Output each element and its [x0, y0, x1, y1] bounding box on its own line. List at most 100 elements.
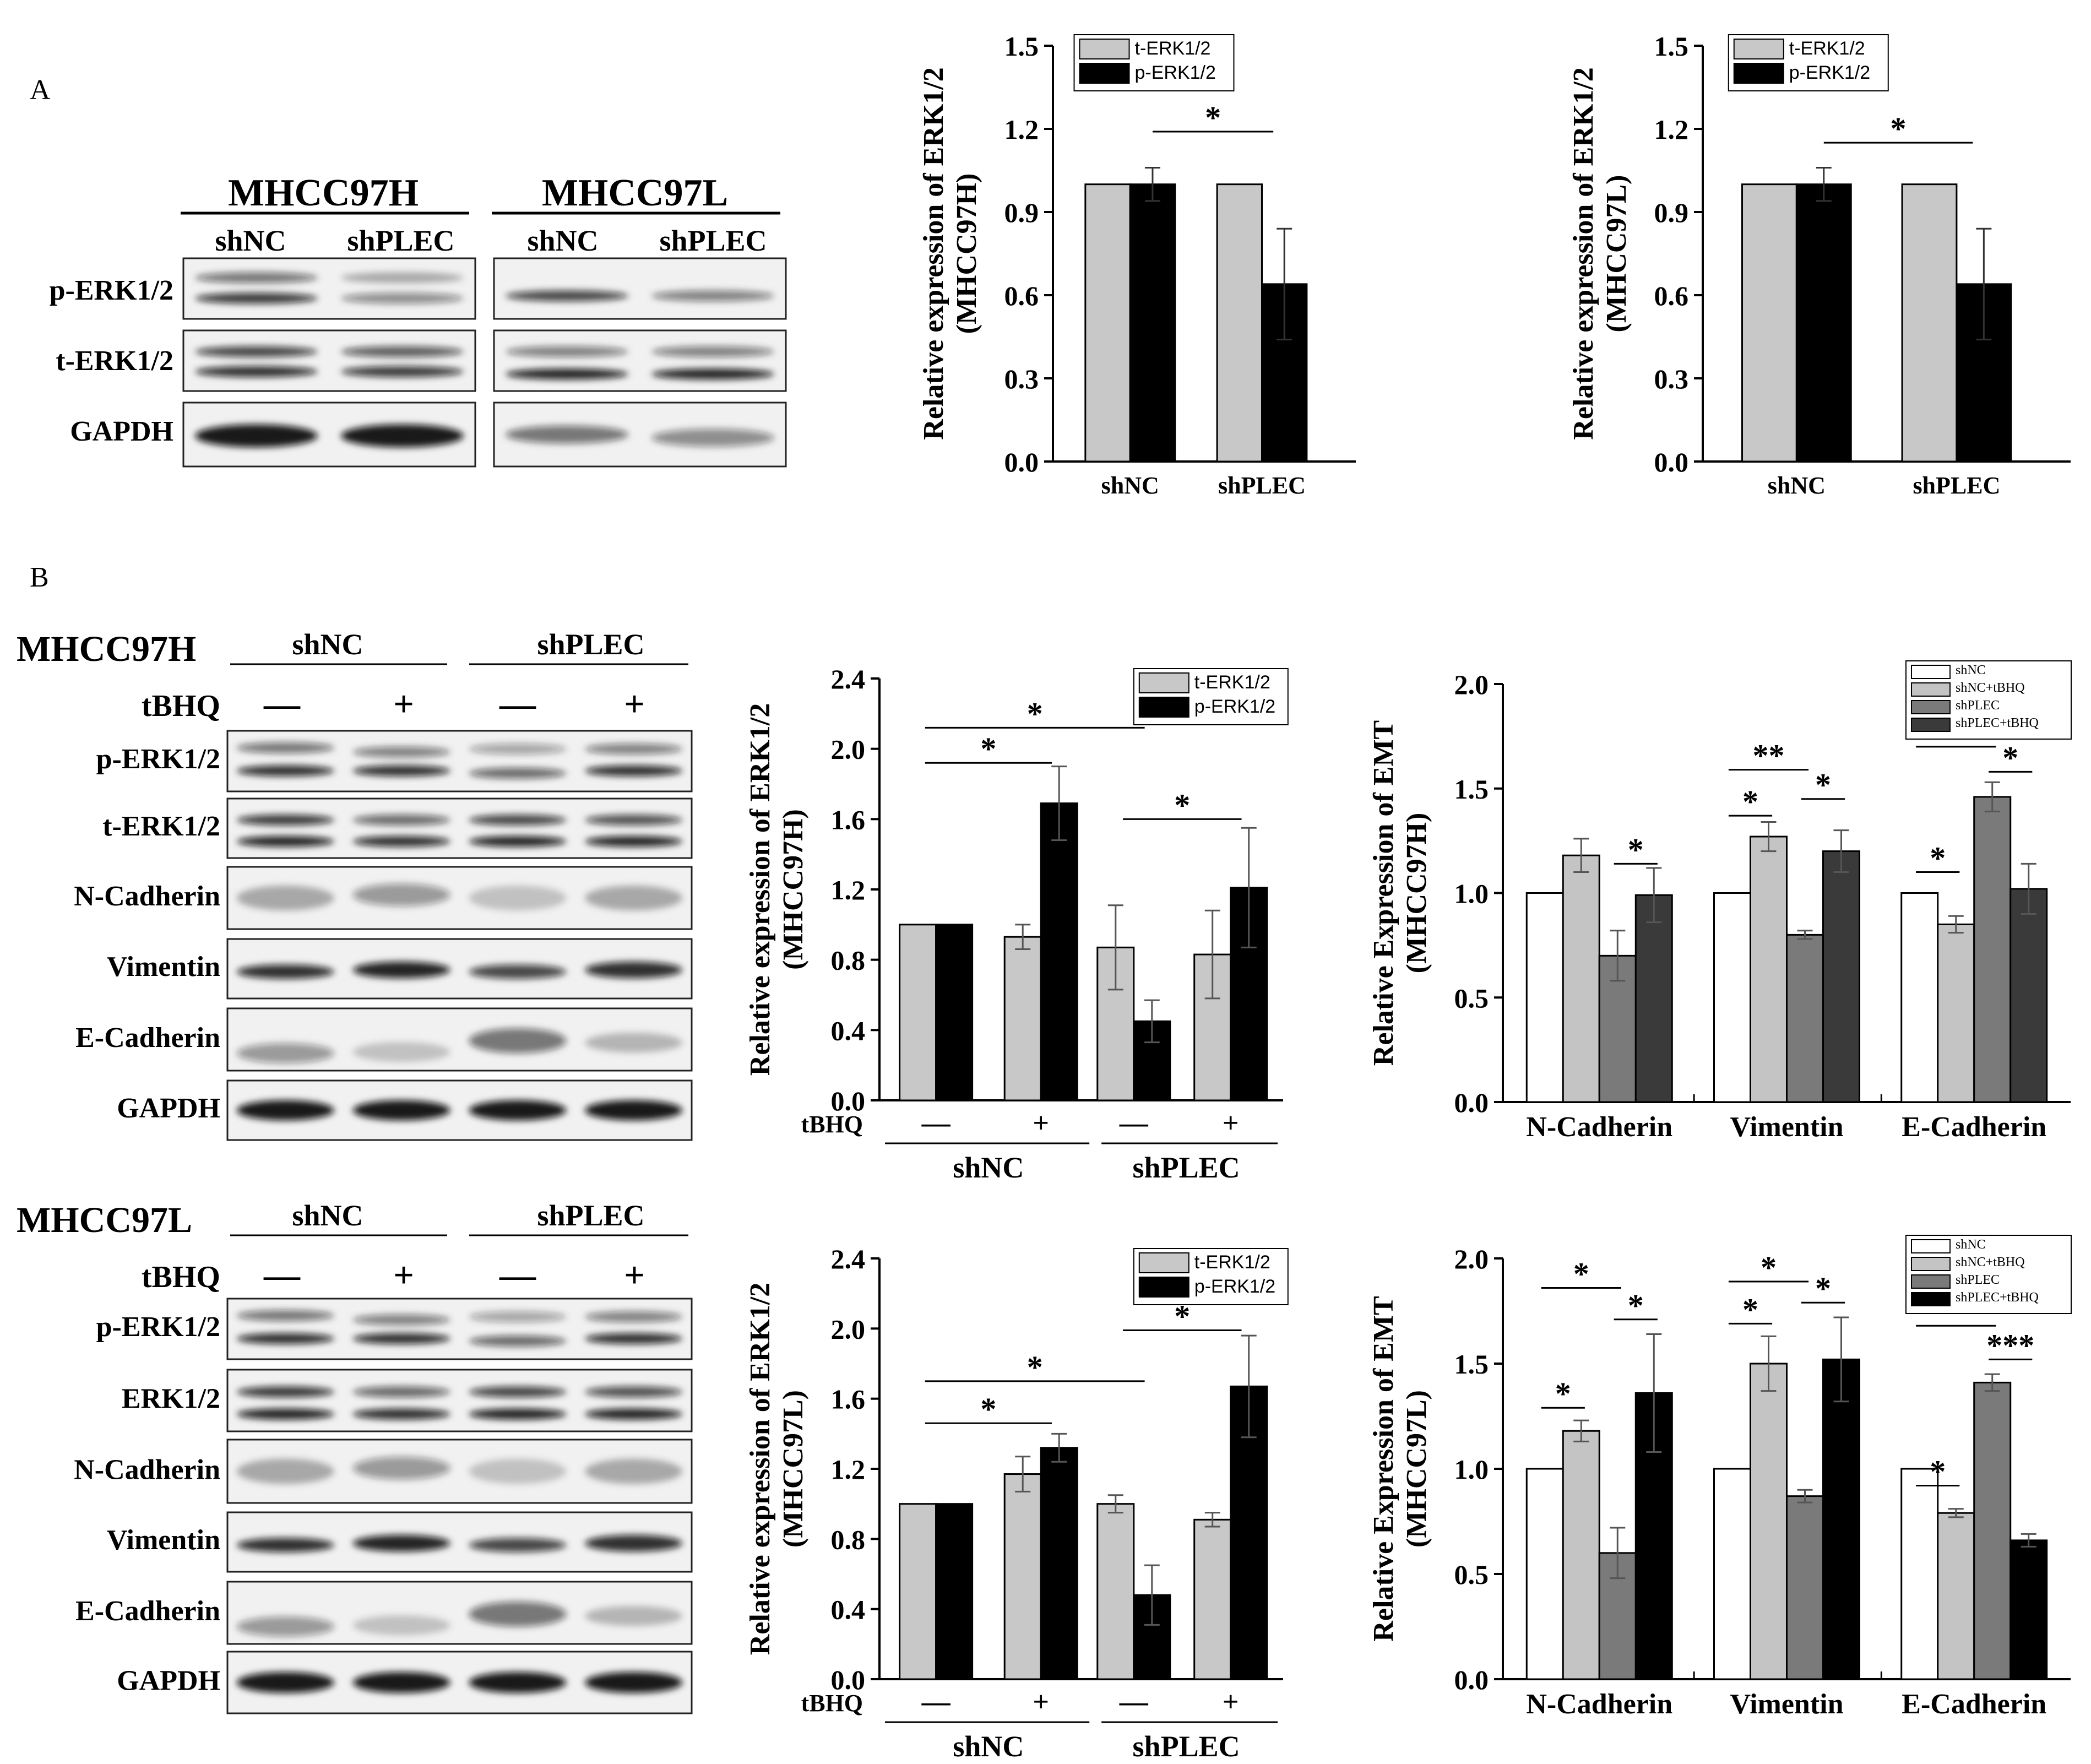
- blot-band: [341, 272, 464, 284]
- blot-band: [236, 1386, 334, 1398]
- blot-b1-sign: —: [499, 684, 536, 724]
- chart-1-legend-swatch: [1079, 39, 1130, 59]
- blot-band: [236, 1408, 334, 1420]
- chart-4-bar: [1634, 894, 1673, 1103]
- chart-3-legend-swatch: [1138, 697, 1190, 718]
- blot-band: [585, 743, 683, 755]
- chart-2-bar: [1901, 183, 1958, 463]
- blot-band: [585, 815, 683, 826]
- chart-4-y-label: Relative Expression of EMT: [1368, 720, 1399, 1066]
- chart-6-y-tick-label: 1.0: [1454, 1454, 1489, 1485]
- blot-band: [585, 962, 683, 979]
- chart-3-y-label: Relative expression of ERK1/2: [745, 703, 776, 1076]
- blot-band: [469, 1386, 567, 1398]
- blot-b1-title: MHCC97H: [17, 629, 196, 669]
- chart-1-y-tick-label: 0.6: [1004, 280, 1039, 311]
- chart-5-y-tick-label: 1.2: [831, 1454, 866, 1485]
- chart-1-x-tick-label: shPLEC: [1218, 472, 1306, 499]
- chart-4-y-label-sub: (MHCC97H): [1401, 813, 1432, 974]
- blot-band: [195, 366, 318, 377]
- chart-4-y-tick-label: 1.5: [1454, 774, 1489, 805]
- chart-2-bar: [1795, 183, 1852, 463]
- chart-5-legend-swatch: [1138, 1277, 1190, 1298]
- chart-3-x-sign: —: [1119, 1108, 1149, 1139]
- blot-band: [352, 1408, 450, 1420]
- chart-1-legend-label: t-ERK1/2: [1135, 38, 1211, 59]
- chart-2-y-tick-label: 0.0: [1654, 447, 1689, 477]
- chart-6-legend-swatch: [1911, 1239, 1951, 1253]
- blot-band: [469, 1336, 567, 1347]
- blot-a1-title: MHCC97H: [228, 172, 419, 214]
- chart-4-sig-label: *: [2002, 740, 2018, 775]
- chart-2-y-tick-label: 1.2: [1654, 114, 1689, 145]
- chart-2-y-label: Relative expression of ERK1/2: [1568, 67, 1599, 439]
- chart-4-bar: [1562, 854, 1600, 1103]
- blot-band: [651, 368, 774, 380]
- chart-5-legend-label: p-ERK1/2: [1194, 1276, 1275, 1297]
- chart-4-bar: [1525, 892, 1564, 1103]
- blot-a2-title: MHCC97L: [542, 172, 728, 214]
- chart-2-x-tick-label: shNC: [1768, 472, 1826, 499]
- chart-6-legend-label: shPLEC+tBHQ: [1956, 1290, 2039, 1305]
- chart-6-y-label-sub: (MHCC97L): [1401, 1390, 1432, 1548]
- chart-1-bar: [1129, 183, 1176, 463]
- blot-b1-row-label: E-Cadherin: [75, 1022, 220, 1054]
- blot-band: [352, 1457, 450, 1480]
- chart-5-sig-label: *: [1027, 1349, 1043, 1385]
- chart-6-legend-swatch: [1911, 1274, 1951, 1289]
- blot-band: [469, 1458, 567, 1484]
- chart-3-x-sign: —: [921, 1108, 951, 1139]
- blot-band: [236, 1616, 334, 1637]
- blot-b2-group-shnc: shNC: [292, 1199, 363, 1232]
- blot-band: [585, 1386, 683, 1398]
- chart-2-y-tick-label: 0.3: [1654, 363, 1689, 394]
- chart-4-bar: [1786, 933, 1824, 1103]
- blot-b2-title: MHCC97L: [17, 1200, 192, 1240]
- blot-band: [469, 1602, 567, 1627]
- blot-band: [236, 1538, 334, 1553]
- blot-band: [352, 1333, 450, 1344]
- blot-a-row-label: GAPDH: [70, 416, 173, 447]
- blot-b2-row-label: ERK1/2: [122, 1383, 220, 1414]
- chart-4-sig-label: *: [1742, 784, 1758, 819]
- blot-b1-sign: +: [624, 684, 645, 724]
- blot-band: [236, 1333, 334, 1344]
- blot-a-row-label: p-ERK1/2: [50, 275, 173, 306]
- chart-6-legend-swatch: [1911, 1292, 1951, 1306]
- blot-band: [469, 815, 567, 826]
- chart-3-y-tick-label: 0.4: [831, 1015, 866, 1046]
- blot-band: [469, 885, 567, 911]
- chart-6-x-tick-label: E-Cadherin: [1902, 1689, 2046, 1720]
- chart-3-sig-label: *: [980, 731, 996, 767]
- chart-4-sig-label: *: [1930, 840, 1946, 876]
- chart-5-legend-swatch: [1138, 1252, 1190, 1273]
- blot-band: [469, 1311, 567, 1322]
- blot-b1-row: [226, 730, 693, 793]
- chart-4-legend-swatch: [1911, 665, 1951, 679]
- chart-3-x-sign: +: [1033, 1108, 1049, 1139]
- chart-4-legend-label: shPLEC+tBHQ: [1956, 716, 2039, 730]
- chart-3-legend-label: t-ERK1/2: [1194, 672, 1270, 693]
- chart-6-sig-label: *: [1573, 1256, 1589, 1291]
- blot-band: [585, 1311, 683, 1322]
- blot-b1-group-shnc: shNC: [292, 628, 363, 661]
- blot-band: [651, 428, 774, 447]
- chart-3-sig-label: *: [1027, 696, 1043, 731]
- chart-5-x-sign: —: [1119, 1686, 1149, 1718]
- blot-band: [236, 1043, 334, 1063]
- blot-band: [469, 1408, 567, 1420]
- chart-2-legend-swatch: [1733, 39, 1784, 59]
- chart-1-y-tick-label: 1.5: [1004, 31, 1039, 62]
- chart-4-sig-label: **: [1753, 738, 1785, 774]
- chart-3-y-tick-label: 2.0: [831, 734, 866, 765]
- blot-band: [195, 292, 318, 304]
- chart-5-y-tick-label: 2.0: [831, 1313, 866, 1344]
- chart-3-y-label-sub: (MHCC97H): [778, 809, 809, 970]
- blot-b1-row-label: Vimentin: [107, 951, 220, 983]
- chart-3-x-treatment: tBHQ: [801, 1111, 863, 1138]
- chart-6-sig-label: *: [1628, 1288, 1644, 1323]
- chart-6-bar: [1786, 1495, 1824, 1680]
- blot-band: [506, 425, 628, 444]
- chart-4-legend-label: shPLEC: [1956, 698, 2000, 713]
